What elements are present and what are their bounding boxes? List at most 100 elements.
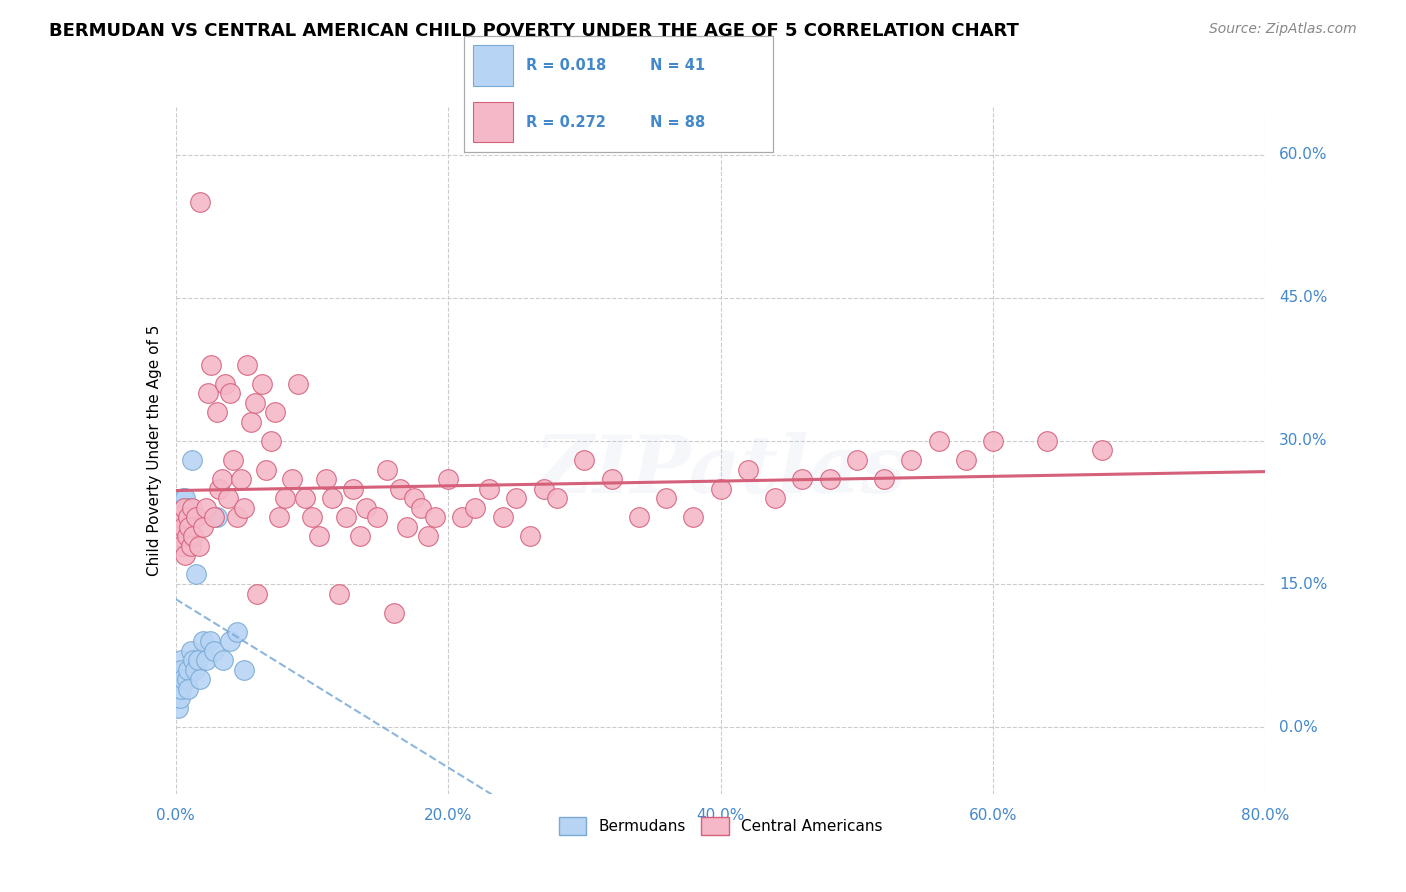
Point [335, 510, 357, 524]
Point [342, 482, 364, 496]
Point [235, 358, 257, 372]
Point [231, 472, 253, 486]
Point [437, 472, 460, 486]
FancyBboxPatch shape [474, 102, 513, 143]
Point [200, 358, 222, 372]
Point [170, 653, 193, 667]
Point [294, 491, 316, 505]
Point [173, 500, 195, 515]
Point [183, 653, 205, 667]
Text: R = 0.272: R = 0.272 [526, 114, 606, 129]
Point [174, 549, 197, 563]
Text: BERMUDAN VS CENTRAL AMERICAN CHILD POVERTY UNDER THE AGE OF 5 CORRELATION CHART: BERMUDAN VS CENTRAL AMERICAN CHILD POVER… [49, 22, 1019, 40]
Point [194, 500, 217, 515]
Point [763, 491, 786, 505]
Point [167, 681, 190, 696]
Text: 0.0%: 0.0% [1279, 720, 1317, 735]
Point [315, 472, 337, 486]
Point [264, 405, 287, 419]
Point [845, 453, 868, 467]
Point [170, 539, 193, 553]
Point [179, 520, 201, 534]
Point [180, 644, 202, 658]
Point [186, 510, 208, 524]
Point [928, 434, 950, 448]
Point [574, 453, 596, 467]
Point [366, 510, 388, 524]
Point [173, 529, 195, 543]
Point [955, 453, 977, 467]
Point [170, 663, 193, 677]
Point [450, 510, 472, 524]
Point [188, 195, 211, 210]
FancyBboxPatch shape [474, 45, 513, 86]
Point [423, 510, 446, 524]
Point [180, 539, 202, 553]
Point [981, 434, 1004, 448]
Point [260, 434, 283, 448]
Point [627, 510, 650, 524]
Point [197, 386, 219, 401]
Point [176, 529, 198, 543]
Point [205, 510, 228, 524]
Point [818, 472, 841, 486]
Point [214, 376, 236, 391]
Text: 60.0%: 60.0% [1279, 147, 1327, 162]
Point [600, 472, 623, 486]
Point [873, 472, 896, 486]
Point [174, 491, 197, 505]
Point [232, 500, 254, 515]
Point [280, 472, 302, 486]
Point [169, 663, 191, 677]
Text: 45.0%: 45.0% [1279, 290, 1327, 305]
Point [375, 462, 398, 476]
Point [169, 691, 191, 706]
Point [464, 500, 486, 515]
Point [409, 500, 432, 515]
Point [187, 539, 209, 553]
Legend: Bermudans, Central Americans: Bermudans, Central Americans [553, 812, 889, 841]
Point [179, 529, 201, 543]
Point [186, 567, 208, 582]
Point [217, 491, 239, 505]
Point [250, 376, 273, 391]
Point [328, 586, 350, 600]
Point [655, 491, 678, 505]
Point [172, 510, 194, 524]
Point [181, 500, 204, 515]
Point [682, 510, 704, 524]
Point [533, 482, 555, 496]
Point [737, 462, 759, 476]
Point [173, 520, 195, 534]
Point [478, 482, 501, 496]
Text: N = 41: N = 41 [650, 58, 704, 73]
Point [176, 673, 198, 687]
Point [173, 500, 195, 515]
Point [232, 663, 254, 677]
Text: 80.0%: 80.0% [1241, 808, 1289, 823]
Point [519, 529, 541, 543]
Point [396, 520, 419, 534]
Point [208, 482, 231, 496]
Text: 30.0%: 30.0% [1279, 434, 1327, 449]
Y-axis label: Child Poverty Under the Age of 5: Child Poverty Under the Age of 5 [146, 325, 162, 576]
Point [181, 453, 204, 467]
Point [179, 500, 201, 515]
Point [900, 453, 922, 467]
Point [205, 405, 228, 419]
Point [492, 510, 515, 524]
Text: 15.0%: 15.0% [1279, 576, 1327, 591]
Point [274, 491, 297, 505]
Point [177, 681, 200, 696]
Point [172, 673, 194, 687]
Point [321, 491, 343, 505]
Point [222, 453, 245, 467]
Point [226, 624, 249, 639]
Point [174, 539, 197, 553]
Point [416, 529, 439, 543]
Point [404, 491, 426, 505]
Point [269, 510, 291, 524]
Point [301, 510, 323, 524]
Point [239, 415, 262, 429]
Point [183, 529, 205, 543]
